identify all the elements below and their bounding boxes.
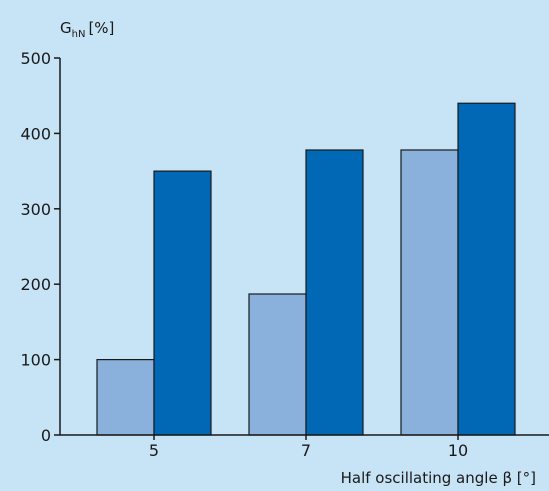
y-axis-title-main: G [60, 19, 72, 37]
bar-10-series-1 [400, 149, 459, 436]
x-tick-label-5: 5 [149, 441, 159, 460]
y-tick-label-500: 500 [20, 49, 51, 68]
y-tick-label-300: 300 [20, 200, 51, 219]
y-tick-label-0: 0 [41, 426, 51, 445]
x-tick-label-10: 10 [448, 441, 468, 460]
x-tick-label-7: 7 [301, 441, 311, 460]
svg-text:GhN[%]: GhN [%] [60, 19, 114, 40]
bar-7-series-2 [305, 149, 364, 436]
y-tick-label-200: 200 [20, 275, 51, 294]
x-axis-title: Half oscillating angle β [°] [341, 469, 536, 487]
y-tick-label-400: 400 [20, 124, 51, 143]
bar-10-series-2 [457, 102, 516, 436]
y-axis-title: GhN [%] [60, 19, 114, 40]
bar-5-series-2 [153, 170, 212, 436]
y-tick-label-100: 100 [20, 351, 51, 370]
bar-7-series-1 [248, 293, 307, 436]
y-axis-title-subscript: hN [72, 29, 86, 40]
bars-group [96, 102, 516, 436]
axes-group: 0 100 200 300 400 500 5 7 10 [20, 49, 549, 460]
bar-5-series-1 [96, 359, 155, 436]
y-axis-title-unit: [%] [88, 19, 114, 37]
